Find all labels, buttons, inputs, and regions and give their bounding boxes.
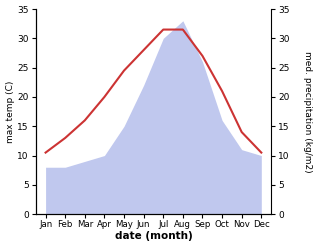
Y-axis label: max temp (C): max temp (C)	[5, 80, 15, 143]
X-axis label: date (month): date (month)	[114, 231, 192, 242]
Y-axis label: med. precipitation (kg/m2): med. precipitation (kg/m2)	[303, 51, 313, 172]
